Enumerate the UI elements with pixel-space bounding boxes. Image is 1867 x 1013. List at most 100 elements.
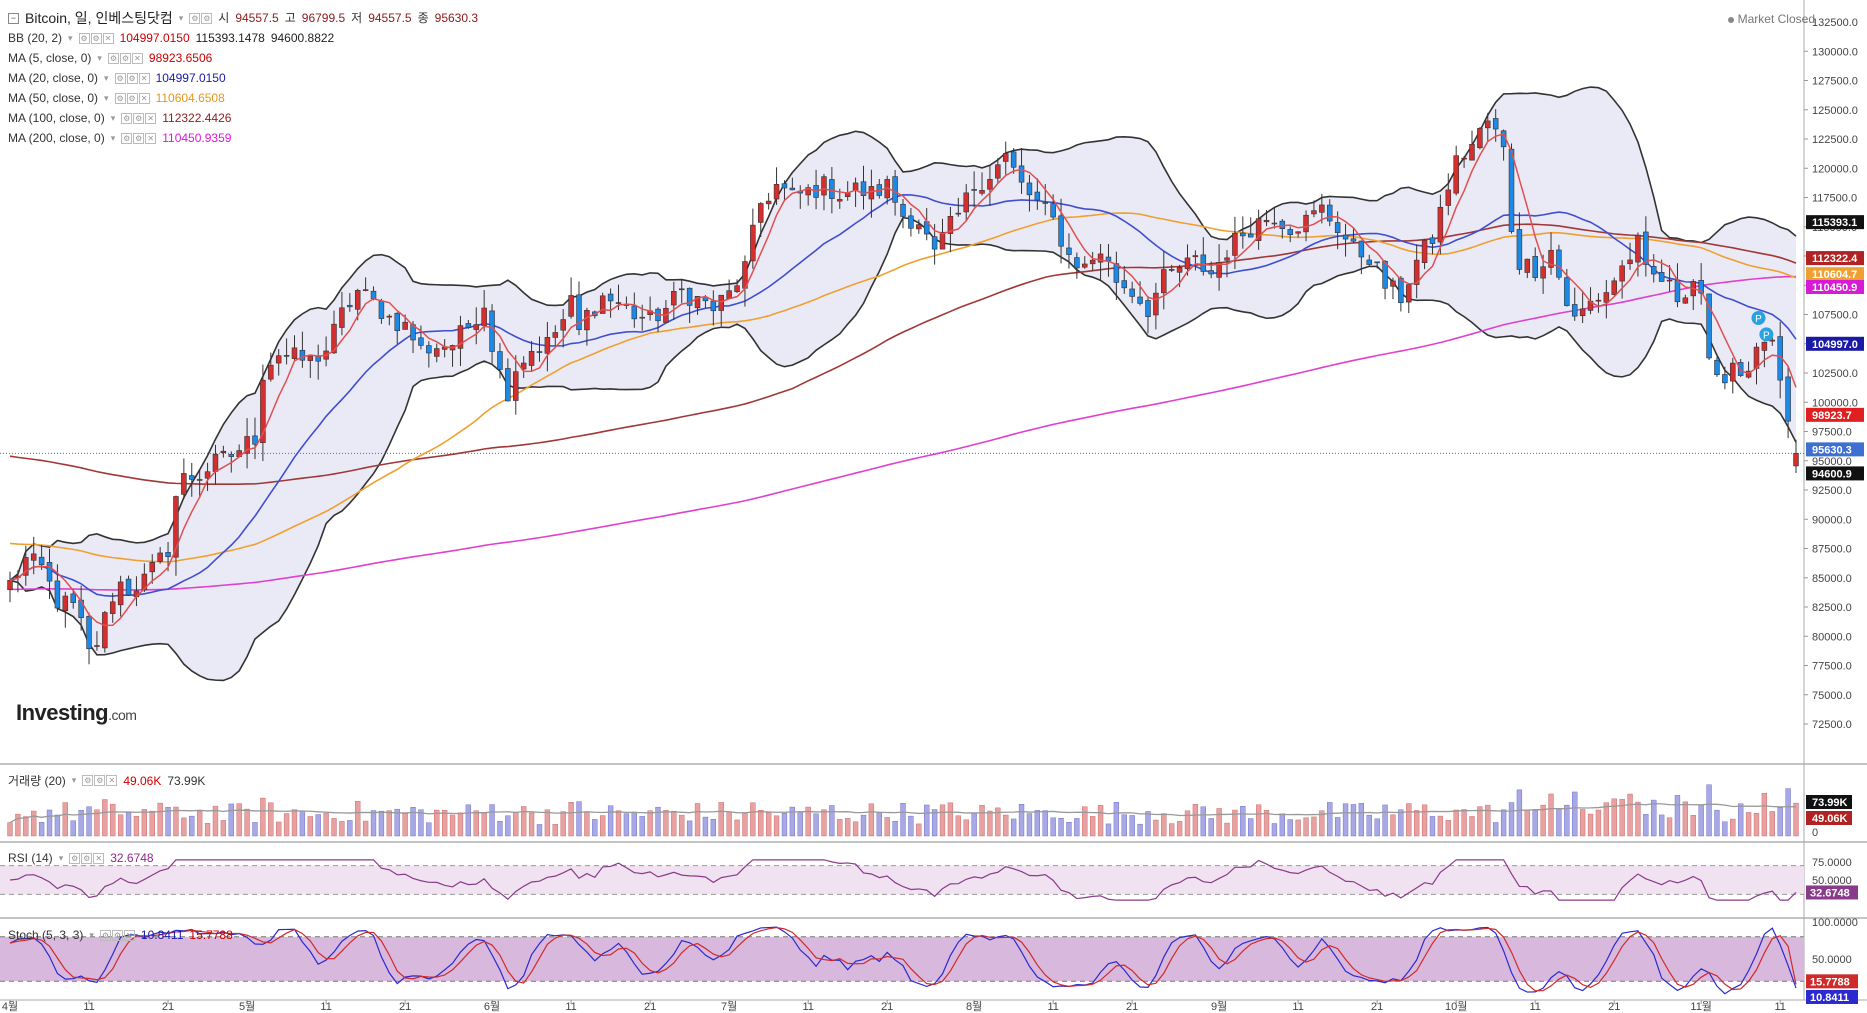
candle-body [1334, 222, 1341, 233]
candle-body [1524, 258, 1531, 273]
indicator-value: 110450.9359 [162, 131, 232, 145]
chevron-down-icon[interactable]: ▾ [58, 852, 64, 863]
chevron-down-icon[interactable]: ▾ [110, 133, 116, 143]
candle-body [394, 312, 400, 331]
price-tick-label: 97500.0 [1812, 427, 1852, 439]
volume-controls[interactable]: ⚙ ⚙ ✕ [82, 775, 118, 786]
candle-body [362, 289, 369, 291]
candle-body [1485, 120, 1491, 129]
indicator-controls[interactable]: ⚙ ⚙ ✕ [121, 132, 157, 144]
volume-bar [141, 809, 147, 837]
volume-bar [189, 815, 195, 837]
indicator-controls[interactable]: ⚙ ⚙ ✕ [107, 52, 143, 64]
candle-body [671, 291, 677, 306]
volume-bar [323, 812, 329, 837]
chevron-down-icon[interactable]: ▾ [89, 929, 94, 940]
candle-body [1326, 204, 1333, 222]
chevron-down-icon[interactable]: ▾ [178, 13, 184, 23]
volume-bar [607, 805, 614, 837]
volume-bar [125, 812, 132, 837]
volume-bar [1414, 810, 1420, 837]
candle-body [908, 215, 914, 229]
bollinger-upper [9, 86, 1797, 581]
volume-bar [1279, 813, 1285, 837]
candle-body [1516, 229, 1523, 270]
volume-bar [1682, 801, 1689, 837]
volume-bar [1034, 810, 1040, 837]
indicator-label: MA (100, close, 0) [8, 111, 105, 125]
chevron-down-icon[interactable]: ▾ [97, 53, 102, 63]
status-dot-icon [1727, 16, 1734, 23]
volume-bar [1493, 822, 1499, 837]
volume-bar [694, 803, 701, 837]
rsi-controls[interactable]: ⚙ ⚙ ✕ [69, 852, 105, 864]
volume-bar [307, 816, 313, 837]
candle-body [821, 176, 827, 196]
indicator-controls[interactable]: ⚙ ⚙ ✕ [78, 32, 114, 44]
candle-body [1018, 165, 1025, 183]
volume-bar [1508, 802, 1515, 837]
chevron-down-icon[interactable]: ▾ [104, 93, 109, 103]
volume-bar [1082, 806, 1088, 837]
volume-value-2: 73.99K [167, 773, 206, 788]
volume-bar [1121, 814, 1127, 837]
candle-body [1184, 257, 1191, 270]
candle-body [117, 581, 124, 606]
volume-bar [528, 812, 535, 837]
stoch-controls[interactable]: ⚙ ⚙ ✕ [99, 929, 135, 941]
indicator-controls[interactable]: ⚙ ⚙ ✕ [121, 112, 157, 124]
price-tag-bg [1806, 442, 1864, 457]
chevron-down-icon[interactable]: ▾ [71, 775, 77, 785]
price-tick-label: 100000.0 [1812, 397, 1858, 409]
time-tick-label: 11 [320, 1001, 331, 1013]
candle-body [125, 578, 132, 596]
candle-body [347, 304, 353, 308]
volume-bar [1382, 804, 1388, 837]
candle-body [1066, 247, 1072, 255]
collapse-icon[interactable]: − [8, 12, 19, 24]
candle-body [1058, 215, 1064, 247]
candle-body [1247, 233, 1254, 238]
candle-body [70, 593, 76, 603]
volume-bar [1674, 795, 1681, 837]
rsi-value: 32.6748 [110, 851, 154, 865]
indicator-controls[interactable]: ⚙ ⚙ ✕ [114, 92, 150, 104]
time-tick-label: 5월 [239, 1000, 255, 1013]
candle-body [1350, 238, 1357, 242]
candle-body [228, 454, 235, 457]
volume-bar [94, 809, 100, 837]
indicator-controls[interactable]: ⚙ ⚙ ✕ [114, 72, 150, 84]
volume-bar [1445, 819, 1451, 837]
volume-bar [1358, 803, 1365, 837]
stoch-k-line [9, 926, 1797, 995]
volume-bar [31, 810, 37, 837]
volume-bar [481, 812, 487, 837]
volume-bar [1058, 817, 1064, 837]
stoch-tag-label: 15.7788 [1810, 976, 1850, 988]
volume-bar [568, 802, 574, 837]
volume-bar [86, 806, 92, 837]
time-tick-label: 21 [1126, 1001, 1138, 1013]
candle-body [1619, 265, 1625, 282]
volume-bar [805, 806, 811, 837]
volume-bar [1200, 806, 1206, 837]
time-tick-label: 11 [1774, 1001, 1785, 1013]
volume-bar [1176, 821, 1183, 837]
candle-body [1437, 206, 1444, 243]
volume-bar [15, 813, 21, 837]
time-tick-label: 9월 [1211, 1000, 1227, 1013]
chevron-down-icon[interactable]: ▾ [110, 113, 116, 123]
candle-body [165, 552, 171, 557]
chevron-down-icon[interactable]: ▾ [104, 73, 109, 83]
price-tag-label: 94600.9 [1812, 468, 1852, 480]
settings-controls[interactable]: ⚙ ⚙ [189, 12, 213, 24]
candle-body [402, 321, 408, 330]
price-tick-label: 127500.0 [1812, 76, 1858, 88]
candle-body [1232, 232, 1238, 256]
high-value: 96799.5 [301, 11, 346, 25]
indicator-value: 104997.0150 [119, 31, 190, 45]
volume-bar [1129, 815, 1135, 837]
volume-bar [1461, 809, 1467, 837]
chevron-down-icon[interactable]: ▾ [68, 33, 73, 43]
